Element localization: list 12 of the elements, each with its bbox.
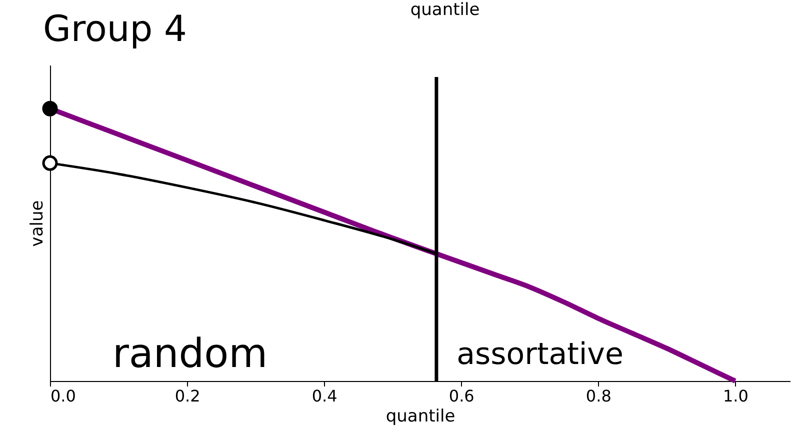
annotation: random — [112, 331, 268, 377]
x-tick-label: 0.8 — [586, 386, 612, 406]
x-axis-title: quantile — [386, 406, 456, 426]
text: quantile — [410, 0, 480, 20]
chart-title: Group 4 — [43, 9, 187, 50]
x-tick-label: 1.0 — [722, 386, 748, 406]
x-tick-label: 0.4 — [312, 386, 338, 406]
x-tick-label: 0.0 — [50, 386, 76, 406]
x-tick-label: 0.2 — [174, 386, 200, 406]
annotation: assortative — [456, 337, 624, 372]
x-tick-label: 0.6 — [448, 386, 474, 406]
y-axis-title: value — [28, 200, 48, 247]
